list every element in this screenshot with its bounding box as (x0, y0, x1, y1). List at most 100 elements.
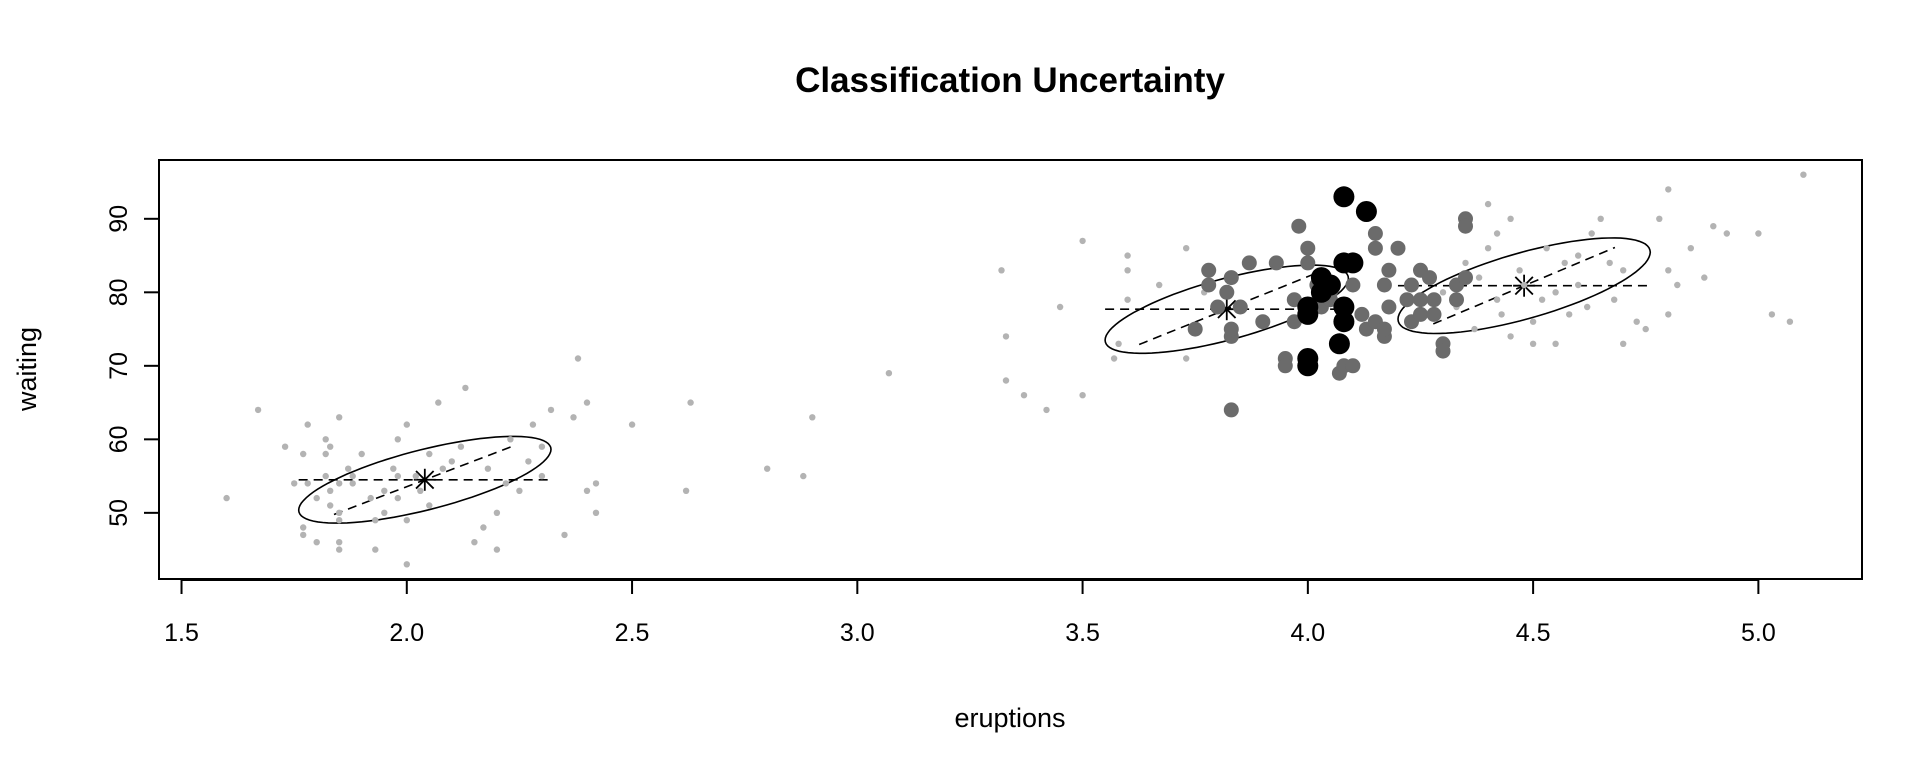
data-point-medium (1390, 240, 1406, 256)
data-point-low (1498, 311, 1505, 318)
data-point-medium (1345, 358, 1361, 374)
data-point-low (1588, 230, 1595, 237)
data-point-low (561, 531, 568, 539)
data-point-low (372, 517, 379, 524)
data-point-low (1620, 267, 1627, 274)
data-point-low (394, 436, 401, 443)
data-point-low (1493, 230, 1501, 237)
data-point-low (439, 465, 446, 472)
data-point-low (538, 472, 546, 480)
data-point-low (1561, 259, 1568, 267)
data-point-low (291, 480, 298, 487)
data-point-medium (1232, 299, 1248, 315)
data-point-high (1297, 355, 1319, 377)
data-point-low (403, 421, 410, 428)
data-point-low (1606, 259, 1613, 267)
y-tick-label: 80 (105, 278, 133, 306)
y-tick-label: 90 (105, 205, 133, 233)
data-point-high (1333, 186, 1355, 208)
data-point-medium (1300, 240, 1316, 256)
data-point-medium (1367, 240, 1383, 256)
data-point-low (426, 502, 433, 509)
x-tick-label: 1.5 (164, 619, 199, 647)
data-point-low (507, 436, 514, 443)
x-tick-label: 3.5 (1065, 619, 1100, 647)
data-point-low (764, 465, 771, 472)
data-point-low (349, 480, 356, 487)
x-tick-label: 3.0 (840, 619, 875, 647)
data-point-low (1529, 340, 1537, 347)
data-point-low (412, 472, 419, 480)
data-point-low (574, 355, 582, 362)
data-point-low (322, 436, 329, 443)
data-point-low (223, 494, 230, 502)
data-point-low (1584, 303, 1591, 311)
data-point-low (1079, 392, 1086, 399)
data-point-low (682, 487, 690, 494)
data-point-low (394, 472, 401, 480)
data-point-high (1328, 333, 1350, 355)
data-point-low (403, 561, 410, 568)
data-point-low (462, 384, 469, 392)
y-tick-label: 70 (105, 352, 133, 380)
data-point-low (1575, 281, 1582, 289)
data-point-low (1471, 325, 1478, 333)
data-point-medium (1291, 218, 1307, 234)
data-point-low (457, 443, 465, 450)
data-point-low (322, 450, 329, 458)
data-point-low (1538, 296, 1546, 303)
data-point-low (1124, 252, 1131, 259)
data-point-high (1319, 274, 1341, 296)
data-point-low (1110, 355, 1118, 362)
data-point-low (687, 399, 694, 406)
data-point-low (403, 517, 410, 524)
data-point-low (592, 480, 600, 487)
data-point-medium (1201, 262, 1217, 278)
data-point-low (372, 546, 379, 553)
data-point-low (1543, 245, 1550, 252)
chart-title: Classification Uncertainty (795, 61, 1225, 100)
data-point-low (304, 480, 311, 487)
data-points (223, 171, 1807, 568)
data-point-medium (1449, 292, 1464, 308)
data-point-low (1462, 259, 1469, 267)
data-point-low (1183, 355, 1190, 362)
data-point-medium (1404, 277, 1419, 293)
data-point-low (493, 509, 501, 516)
data-point-medium (1458, 218, 1473, 234)
data-point-low (394, 494, 401, 502)
data-point-low (1156, 281, 1163, 289)
data-point-low (1665, 311, 1672, 318)
data-point-low (1575, 252, 1582, 259)
data-point-low (1768, 311, 1776, 318)
data-point-low (809, 414, 816, 421)
data-point-low (547, 406, 555, 414)
data-point-low (254, 406, 262, 414)
y-tick-label: 50 (105, 499, 133, 527)
data-point-low (336, 539, 343, 546)
data-point-low (349, 472, 356, 480)
data-point-medium (1422, 270, 1437, 286)
data-point-medium (1376, 277, 1392, 293)
data-point-low (381, 509, 388, 516)
data-point-low (1002, 333, 1010, 340)
data-point-high (1297, 303, 1319, 325)
data-point-low (417, 487, 424, 494)
data-point-low (1552, 289, 1559, 296)
data-point-low (327, 487, 334, 494)
data-point-medium (1381, 262, 1397, 278)
data-point-low (1723, 230, 1731, 237)
data-point-low (1611, 296, 1618, 303)
component-ellipses (297, 237, 1652, 524)
data-point-low (300, 450, 307, 458)
data-point-low (1633, 318, 1640, 325)
data-point-low (998, 267, 1005, 274)
data-point-high (1342, 252, 1364, 274)
data-point-medium (1426, 306, 1442, 322)
data-point-low (471, 539, 478, 546)
data-point-low (1786, 318, 1794, 325)
data-point-low (493, 546, 501, 553)
data-point-low (336, 546, 343, 553)
data-point-low (1800, 171, 1807, 178)
data-point-low (1020, 392, 1028, 399)
